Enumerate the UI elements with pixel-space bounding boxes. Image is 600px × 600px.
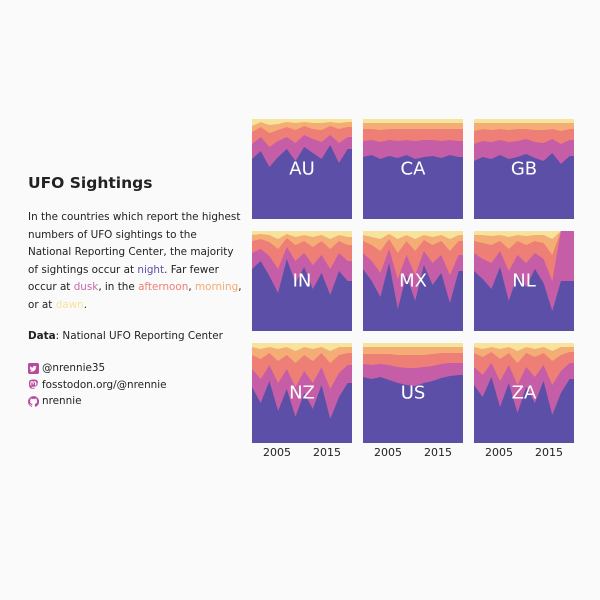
panel-label: NZ: [289, 382, 315, 404]
description-sep: ,: [188, 281, 195, 293]
github-link[interactable]: nrennie: [28, 393, 242, 410]
x-tick-label: 2005: [485, 446, 513, 459]
panel-label: MX: [399, 270, 427, 292]
panel-label: IN: [292, 270, 312, 292]
x-tick-label: 2015: [424, 446, 452, 459]
data-source: Data: National UFO Reporting Center: [28, 330, 242, 342]
description-text-4: , or at: [28, 281, 242, 311]
area-night: [474, 377, 574, 443]
data-source-text: : National UFO Reporting Center: [55, 330, 223, 342]
panel-label: CA: [400, 158, 426, 180]
legend-dawn: dawn: [55, 298, 84, 311]
area-night: [363, 375, 463, 443]
github-icon: [28, 395, 39, 407]
panel-label: AU: [289, 158, 315, 180]
github-handle: nrennie: [42, 395, 82, 407]
panel-za: ZA: [474, 343, 574, 443]
area-night: [363, 263, 463, 331]
area-night: [252, 381, 352, 443]
twitter-handle: @nrennie35: [42, 362, 106, 374]
area-night: [474, 153, 574, 219]
panel-in: IN: [252, 231, 352, 331]
panel-gb: GB: [474, 119, 574, 219]
legend-dusk: dusk: [73, 281, 99, 293]
mastodon-handle: fosstodon.org/@nrennie: [42, 378, 167, 391]
panel-label: ZA: [511, 382, 537, 404]
panel-chart: [252, 343, 352, 443]
twitter-icon: [28, 362, 39, 374]
panel-au: AU: [252, 119, 352, 219]
panel-chart: [363, 119, 463, 219]
x-tick-label: 2005: [263, 446, 291, 459]
panel-chart: [252, 119, 352, 219]
area-night: [252, 145, 352, 219]
panel-ca: CA: [363, 119, 463, 219]
mastodon-icon: [28, 379, 39, 390]
panel-chart: [474, 343, 574, 443]
description: In the countries which report the highes…: [28, 209, 242, 314]
twitter-link[interactable]: @nrennie35: [28, 360, 242, 377]
legend-afternoon: afternoon: [138, 281, 189, 293]
description-text-3: , in the: [98, 281, 139, 293]
panel-nz: NZ: [252, 343, 352, 443]
data-source-label: Data: [28, 330, 56, 342]
panel-label: US: [400, 382, 426, 404]
panel-mx: MX: [363, 231, 463, 331]
panel-chart: [252, 231, 352, 331]
legend-night: night: [137, 263, 165, 276]
x-tick-label: 2015: [535, 446, 563, 459]
panel-nl: NL: [474, 231, 574, 331]
page-title: UFO Sightings: [28, 174, 153, 192]
panel-chart: [474, 231, 574, 331]
area-night: [474, 267, 574, 331]
legend-morning: morning: [194, 281, 239, 293]
panel-label: GB: [510, 158, 538, 180]
panel-chart: [363, 343, 463, 443]
panel-chart: [474, 119, 574, 219]
description-text-2: . Far fewer occur at: [28, 263, 219, 294]
social-links: @nrennie35 fosstodon.org/@nrennie nrenni…: [28, 360, 242, 410]
text-column: UFO Sightings In the countries which rep…: [28, 174, 242, 410]
panel-us: US: [363, 343, 463, 443]
area-night: [363, 155, 463, 219]
x-tick-label: 2005: [374, 446, 402, 459]
x-tick-label: 2015: [313, 446, 341, 459]
mastodon-link[interactable]: fosstodon.org/@nrennie: [28, 377, 242, 394]
description-text-1: In the countries which report the highes…: [28, 211, 241, 276]
description-text-5: .: [83, 298, 88, 311]
panel-chart: [363, 231, 463, 331]
area-night: [252, 259, 352, 331]
panel-label: NL: [512, 270, 536, 292]
